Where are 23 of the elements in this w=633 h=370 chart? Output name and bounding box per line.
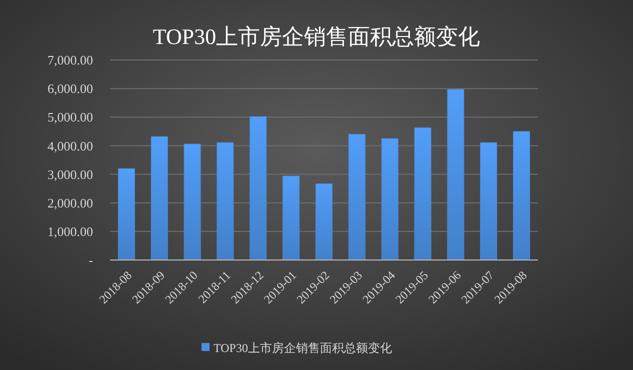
bar xyxy=(216,142,234,260)
bar xyxy=(348,134,366,260)
bar xyxy=(480,142,498,260)
y-tick-label: 4,000.00 xyxy=(48,138,93,154)
y-tick-label: 1,000.00 xyxy=(48,224,93,239)
y-tick-label: 5,000.00 xyxy=(48,110,93,125)
y-tick-label: 2,000.00 xyxy=(48,195,93,210)
bar xyxy=(316,183,332,260)
bar xyxy=(118,168,135,260)
y-tick-label: 6,000.00 xyxy=(48,81,93,96)
y-tick-label: 7,000.00 xyxy=(48,52,93,68)
chart-title: TOP30上市房企销售面积总额变化 xyxy=(152,24,480,49)
y-tick-label: 3,000.00 xyxy=(48,166,93,182)
y-tick-label: - xyxy=(88,252,93,268)
bar xyxy=(447,89,464,260)
bar xyxy=(282,176,300,260)
bar xyxy=(414,127,432,260)
legend-label: TOP30上市房企销售面积总额变化 xyxy=(214,341,392,356)
bar xyxy=(250,116,267,260)
bar xyxy=(184,144,201,260)
bar xyxy=(381,138,398,260)
bar xyxy=(513,131,530,260)
bar xyxy=(150,136,168,260)
